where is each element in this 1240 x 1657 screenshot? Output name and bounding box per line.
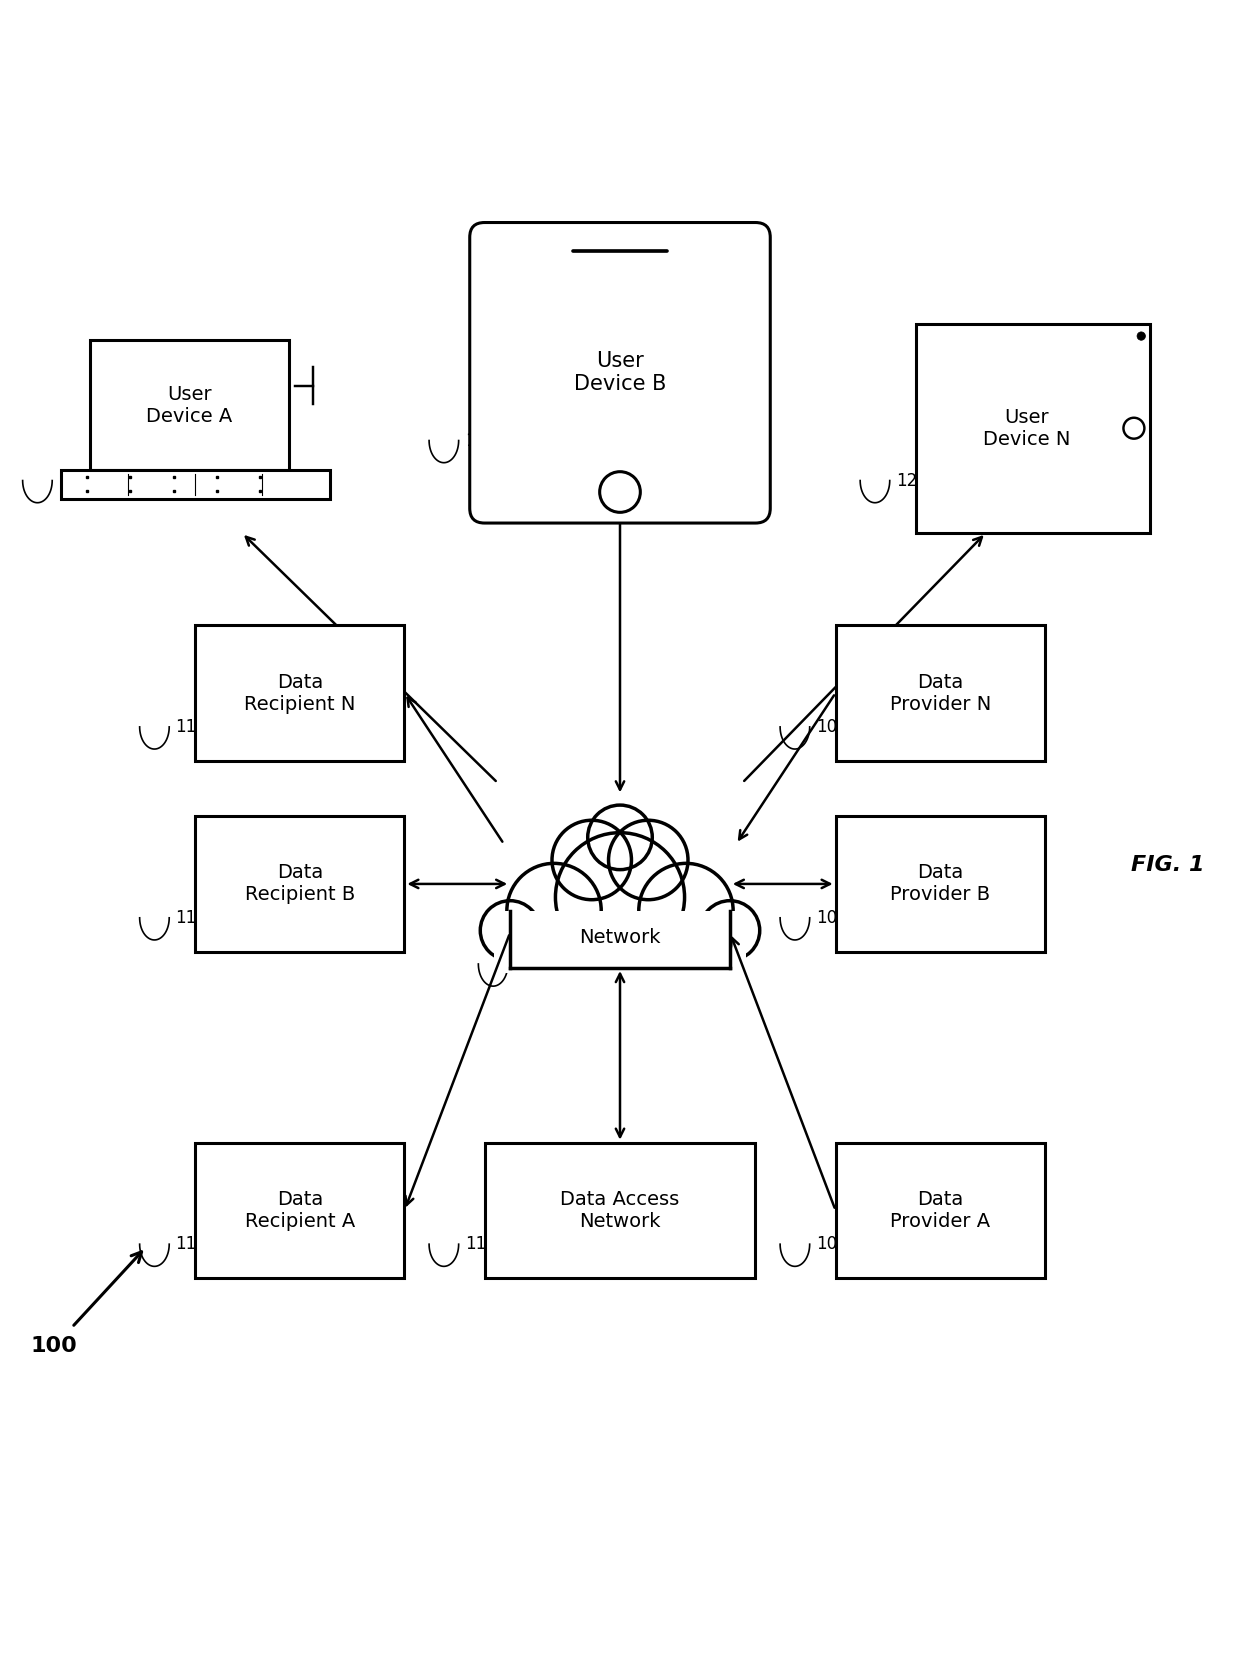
Circle shape bbox=[507, 863, 601, 958]
Circle shape bbox=[639, 863, 733, 958]
Text: 110: 110 bbox=[465, 1234, 496, 1253]
Text: 120: 120 bbox=[465, 431, 496, 449]
Text: User
Device A: User Device A bbox=[146, 384, 232, 426]
FancyBboxPatch shape bbox=[195, 1143, 404, 1278]
FancyBboxPatch shape bbox=[836, 1143, 1045, 1278]
FancyBboxPatch shape bbox=[195, 817, 404, 951]
FancyBboxPatch shape bbox=[915, 323, 1149, 534]
Text: 122: 122 bbox=[895, 472, 928, 489]
FancyBboxPatch shape bbox=[89, 340, 289, 471]
Circle shape bbox=[600, 472, 640, 512]
Text: 106: 106 bbox=[816, 908, 847, 926]
Text: FIG. 1: FIG. 1 bbox=[1131, 855, 1205, 875]
Text: Data
Provider B: Data Provider B bbox=[890, 863, 991, 905]
Text: Data
Recipient N: Data Recipient N bbox=[244, 673, 356, 714]
FancyBboxPatch shape bbox=[61, 471, 330, 499]
Text: 104: 104 bbox=[816, 1234, 847, 1253]
Text: 118: 118 bbox=[58, 472, 91, 489]
Circle shape bbox=[480, 901, 539, 961]
Circle shape bbox=[588, 805, 652, 870]
Text: User
Device N: User Device N bbox=[983, 408, 1070, 449]
Text: 116: 116 bbox=[175, 717, 207, 736]
Text: Data
Recipient A: Data Recipient A bbox=[244, 1190, 355, 1231]
Text: 112: 112 bbox=[175, 1234, 207, 1253]
Text: User
Device B: User Device B bbox=[574, 351, 666, 394]
FancyBboxPatch shape bbox=[195, 625, 404, 761]
Circle shape bbox=[552, 820, 631, 900]
FancyBboxPatch shape bbox=[836, 817, 1045, 951]
Circle shape bbox=[1137, 331, 1146, 340]
Circle shape bbox=[1123, 418, 1145, 439]
FancyBboxPatch shape bbox=[836, 625, 1045, 761]
FancyBboxPatch shape bbox=[485, 1143, 755, 1278]
Text: Data
Provider N: Data Provider N bbox=[889, 673, 991, 714]
Text: 114: 114 bbox=[175, 908, 207, 926]
Text: 100: 100 bbox=[30, 1336, 77, 1355]
Circle shape bbox=[701, 901, 760, 961]
FancyBboxPatch shape bbox=[470, 222, 770, 524]
Text: Network: Network bbox=[579, 928, 661, 946]
Text: 108: 108 bbox=[816, 717, 847, 736]
Circle shape bbox=[609, 820, 688, 900]
Bar bbox=[495, 911, 745, 973]
Text: Data Access
Network: Data Access Network bbox=[560, 1190, 680, 1231]
Text: Data
Recipient B: Data Recipient B bbox=[244, 863, 355, 905]
Text: 102: 102 bbox=[515, 954, 546, 973]
Circle shape bbox=[556, 833, 684, 961]
Text: Data
Provider A: Data Provider A bbox=[890, 1190, 991, 1231]
